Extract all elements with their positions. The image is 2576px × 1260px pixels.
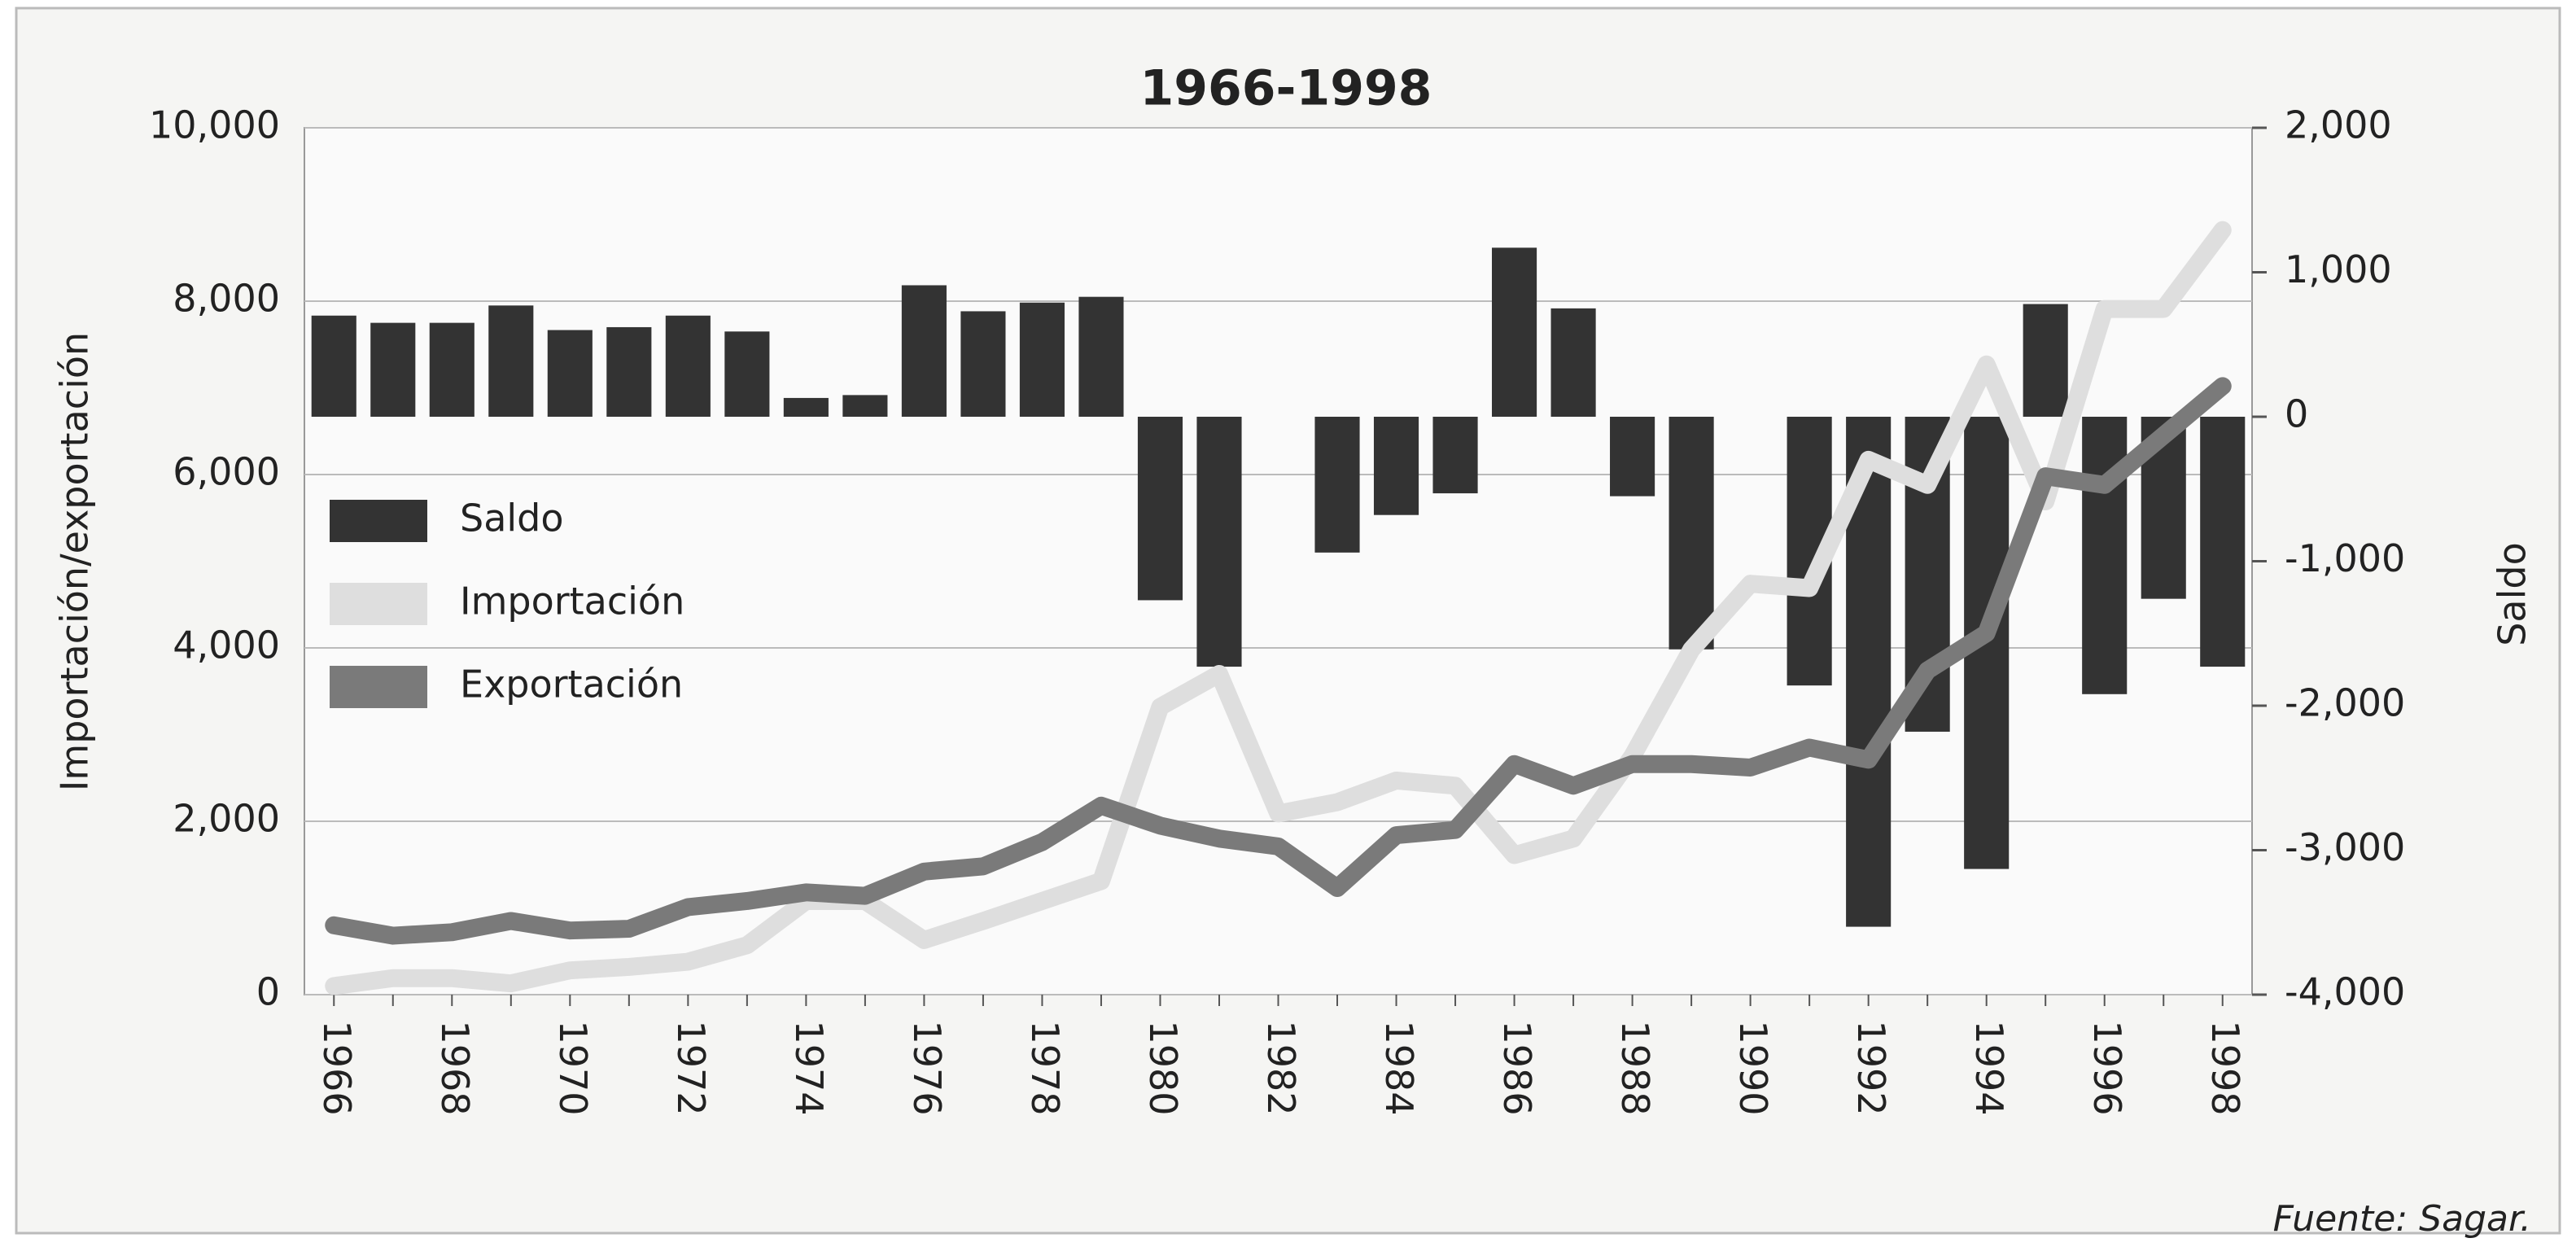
legend-swatch (330, 583, 427, 625)
x-tick-label: 1972 (669, 1020, 713, 1115)
x-tick-label: 1978 (1023, 1020, 1067, 1115)
bar (1373, 417, 1419, 515)
chart-title: 1966-1998 (1140, 60, 1432, 117)
bar (370, 322, 416, 417)
bar (547, 330, 593, 417)
legend-swatch (330, 500, 427, 542)
plot-area (304, 127, 2253, 995)
y2-tick-label: 1,000 (2285, 247, 2392, 291)
bar (1610, 417, 1655, 497)
bar (311, 315, 356, 417)
source: Fuente: Sagar. (2273, 1198, 2531, 1240)
y2-tick-label: 2,000 (2285, 103, 2392, 147)
bar (1550, 308, 1596, 417)
bar (488, 305, 534, 417)
bar (1492, 247, 1537, 417)
bar (724, 331, 770, 417)
y2-tick-label: -2,000 (2285, 681, 2405, 725)
bar (901, 285, 947, 417)
y2-tick-label: 0 (2285, 392, 2308, 436)
x-tick-label: 1990 (1731, 1020, 1775, 1115)
x-tick-label: 1992 (1849, 1020, 1893, 1115)
line (325, 377, 2232, 945)
bar (2023, 304, 2068, 417)
y2-tick-label: -1,000 (2285, 536, 2405, 580)
y2-axis-label: Saldo (2491, 542, 2534, 646)
legend-label: Importación (460, 580, 684, 623)
bar (665, 315, 711, 417)
x-tick-label: 1968 (433, 1020, 477, 1115)
x-tick-label: 1988 (1613, 1020, 1657, 1115)
x-tick-label: 1974 (787, 1020, 831, 1115)
y-tick-label: 6,000 (173, 450, 280, 494)
bar (1668, 417, 1714, 650)
x-tick-label: 1994 (1967, 1020, 2011, 1115)
y-tick-label: 10,000 (149, 103, 280, 147)
bar (1432, 417, 1478, 494)
x-tick-label: 1986 (1495, 1020, 1539, 1115)
y2-tick-label: -3,000 (2285, 825, 2405, 869)
bar (1137, 417, 1183, 601)
bar (2082, 417, 2128, 694)
x-tick-label: 1980 (1141, 1020, 1185, 1115)
x-tick-label: 1982 (1259, 1020, 1303, 1115)
y-tick-label: 8,000 (173, 277, 280, 321)
x-tick-label: 1966 (315, 1020, 359, 1115)
legend-label: Exportación (460, 663, 683, 707)
line (325, 221, 2232, 995)
bar (1078, 296, 1124, 417)
y2-tick-label: -4,000 (2285, 970, 2405, 1014)
bar (960, 311, 1006, 417)
bar (606, 326, 652, 417)
y-tick-label: 4,000 (173, 623, 280, 667)
y-tick-label: 2,000 (173, 797, 280, 841)
x-tick-label: 1970 (551, 1020, 595, 1115)
bar (1019, 302, 1065, 417)
bar (1314, 417, 1360, 553)
bar (842, 395, 888, 417)
bar (429, 322, 475, 417)
bar (2200, 417, 2246, 667)
legend-label: Saldo (460, 497, 564, 540)
legend-swatch (330, 666, 427, 708)
x-tick-label: 1984 (1377, 1020, 1421, 1115)
y-tick-label: 0 (256, 970, 280, 1014)
x-tick-label: 1976 (905, 1020, 949, 1115)
bar (783, 397, 829, 417)
bar (1196, 417, 1242, 667)
x-tick-label: 1996 (2085, 1020, 2129, 1115)
x-tick-label: 1998 (2203, 1020, 2247, 1115)
y-axis-label: Importación/exportación (53, 332, 97, 791)
